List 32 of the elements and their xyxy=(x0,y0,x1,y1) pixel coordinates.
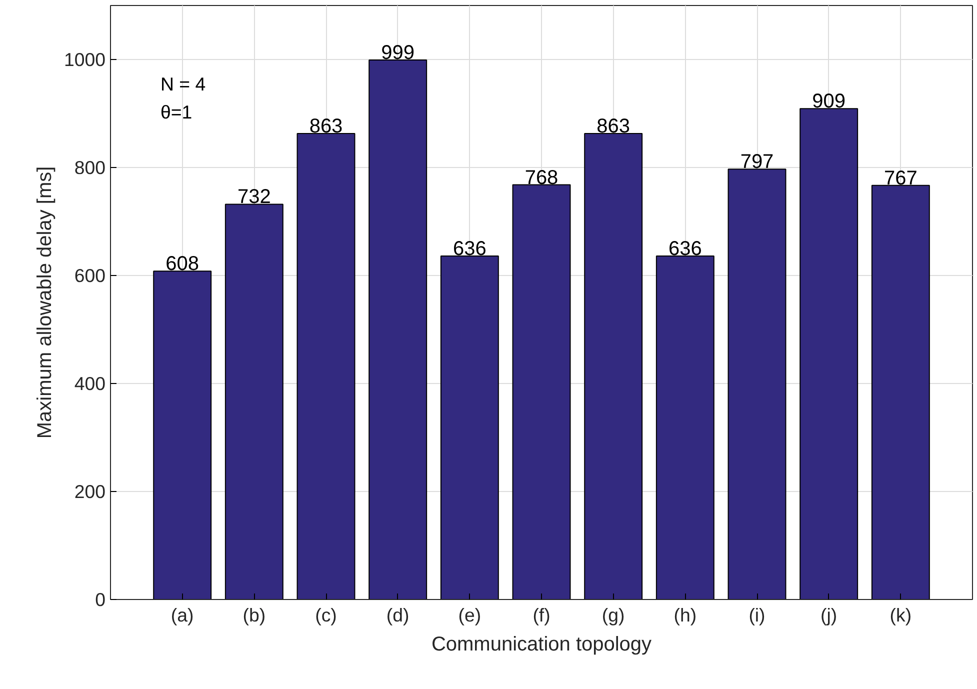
x-tick-label: (a) xyxy=(170,604,194,626)
x-tick-label: (j) xyxy=(820,604,838,626)
x-tick-label: (i) xyxy=(748,604,766,626)
data-label: 797 xyxy=(740,151,774,174)
data-label: 863 xyxy=(596,115,630,138)
x-tick-label: (e) xyxy=(458,604,482,626)
y-tick-label: 200 xyxy=(74,481,106,502)
data-label: 608 xyxy=(166,253,200,276)
annotation: N = 4 xyxy=(160,74,206,94)
data-label: 863 xyxy=(309,115,343,138)
y-tick-label: 1000 xyxy=(64,49,106,70)
data-label: 767 xyxy=(884,167,918,190)
y-tick-label: 800 xyxy=(74,157,106,178)
x-axis-title: Communication topology xyxy=(431,634,652,656)
x-tick-label: (g) xyxy=(602,604,625,626)
x-tick-label: (d) xyxy=(386,604,410,626)
x-tick-label: (h) xyxy=(674,604,697,626)
x-tick-label: (f) xyxy=(532,604,550,626)
x-tick-label: (k) xyxy=(890,604,912,626)
data-label: 909 xyxy=(812,90,846,113)
y-axis-title: Maximum allowable delay [ms] xyxy=(34,166,56,439)
y-tick-label: 400 xyxy=(74,373,106,394)
data-label: 999 xyxy=(381,42,415,64)
data-label: 636 xyxy=(452,238,486,260)
x-tick-label: (b) xyxy=(242,604,266,626)
x-tick-label: (c) xyxy=(315,604,337,626)
y-tick-label: 0 xyxy=(95,589,106,610)
annotation: θ=1 xyxy=(160,102,192,122)
data-label: 732 xyxy=(237,186,271,208)
data-label: 768 xyxy=(524,166,558,189)
data-label: 636 xyxy=(668,238,702,260)
y-tick-label: 600 xyxy=(74,265,106,286)
